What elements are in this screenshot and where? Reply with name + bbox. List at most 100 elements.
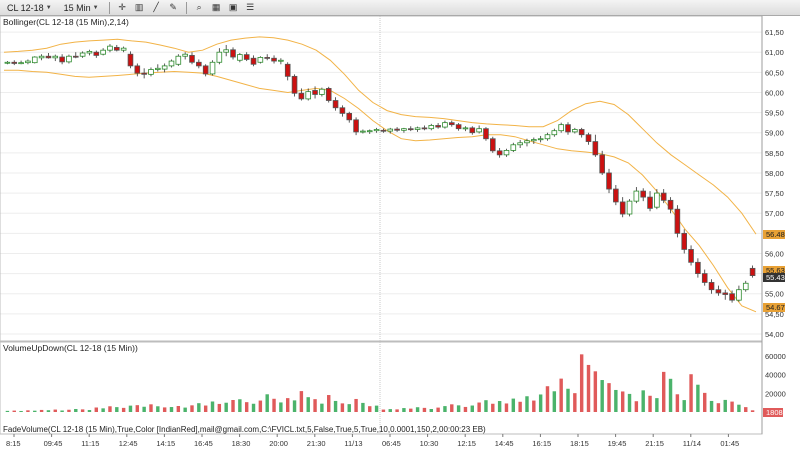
- bar-chart-icon[interactable]: ▥: [134, 2, 144, 12]
- volume-bar: [169, 407, 174, 412]
- interval-selector[interactable]: 15 Min ▼: [60, 1, 103, 14]
- candlesticks: [4, 44, 756, 303]
- volume-bar: [333, 400, 338, 412]
- volume-bar: [67, 409, 71, 412]
- time-tick-label: 16:45: [194, 439, 213, 448]
- price-tick-label: 59,00: [765, 129, 784, 138]
- candle: [448, 120, 455, 127]
- fill-chart-icon[interactable]: ▣: [228, 2, 238, 12]
- candle: [168, 59, 175, 68]
- svg-text:1808: 1808: [766, 408, 783, 417]
- chart-toolbar: CL 12-18 ▼ 15 Min ▼ ✛ ▥ ╱ ✎ ⌕ ▦ ▣ ☰: [0, 0, 800, 16]
- candle: [93, 50, 100, 58]
- volume-bar: [299, 391, 304, 412]
- price-tick-label: 58,50: [765, 149, 784, 158]
- price-tick-label: 54,00: [765, 330, 784, 339]
- volume-bar: [374, 405, 379, 412]
- candle: [640, 188, 646, 202]
- volume-bar: [607, 383, 611, 412]
- volume-bar: [682, 400, 686, 412]
- volume-bar: [292, 400, 297, 412]
- candle: [114, 44, 120, 52]
- candle: [11, 60, 18, 66]
- volume-bar: [74, 409, 78, 412]
- candle: [45, 53, 52, 59]
- svg-text:56.48: 56.48: [766, 230, 785, 239]
- zoom-icon[interactable]: ⌕: [196, 2, 202, 12]
- candle: [18, 60, 24, 65]
- candle: [332, 97, 339, 111]
- candle: [264, 54, 270, 61]
- candle: [708, 279, 715, 294]
- candle: [223, 44, 229, 57]
- candle: [72, 52, 79, 59]
- volume-bar: [409, 408, 413, 412]
- candle: [701, 269, 708, 286]
- candle: [401, 127, 407, 133]
- price-tick-label: 58,00: [765, 169, 784, 178]
- volume-bar: [750, 410, 755, 412]
- candle: [366, 129, 373, 134]
- time-tick-label: 10:30: [420, 439, 439, 448]
- properties-icon[interactable]: ▦: [211, 2, 221, 12]
- candle: [52, 54, 59, 62]
- price-tick-label: 55,00: [765, 290, 784, 299]
- time-tick-label: 14:45: [495, 439, 514, 448]
- volume-bar: [532, 400, 536, 412]
- price-tick-label: 61,00: [765, 48, 784, 57]
- svg-text:55.43: 55.43: [766, 273, 785, 282]
- volume-bar: [272, 398, 276, 412]
- time-tick-label: 11/14: [683, 439, 701, 448]
- volume-bar: [381, 409, 386, 412]
- volume-bar: [224, 402, 228, 412]
- candle: [271, 55, 277, 64]
- candle: [127, 51, 134, 69]
- volume-bar: [320, 403, 324, 412]
- candle: [578, 127, 585, 138]
- volume-bar: [552, 391, 557, 412]
- crosshair-icon[interactable]: ✛: [118, 2, 126, 12]
- volume-bars: [5, 354, 755, 412]
- volume-bar: [128, 405, 133, 412]
- volume-bar: [579, 354, 584, 412]
- candle: [674, 205, 681, 238]
- candle: [455, 123, 462, 131]
- time-tick-label: 16:15: [532, 439, 551, 448]
- volume-bar: [313, 399, 317, 412]
- volume-bar: [26, 410, 30, 412]
- time-tick-label: 09:45: [44, 439, 63, 448]
- volume-bar: [327, 395, 331, 412]
- candle: [490, 136, 496, 153]
- candle: [531, 137, 537, 144]
- list-icon[interactable]: ☰: [246, 2, 255, 12]
- candle: [339, 105, 346, 117]
- volume-bar: [525, 396, 529, 412]
- volume-bar: [443, 406, 447, 412]
- instrument-selector[interactable]: CL 12-18 ▼: [3, 1, 56, 14]
- candle: [66, 54, 72, 64]
- candle: [551, 128, 558, 137]
- volume-bar: [566, 388, 570, 412]
- volume-bar: [80, 409, 85, 412]
- pencil-icon[interactable]: ✎: [169, 2, 177, 12]
- volume-bar: [231, 400, 235, 412]
- candle: [585, 132, 592, 145]
- candle: [278, 58, 284, 65]
- drawing-tool-icon[interactable]: ╱: [153, 2, 159, 12]
- candle: [633, 187, 640, 204]
- time-tick-label: 19:45: [608, 439, 627, 448]
- volume-bar: [354, 398, 358, 412]
- candle: [209, 60, 216, 76]
- candle: [25, 59, 31, 65]
- candle: [312, 86, 318, 99]
- time-tick-label: 21:30: [307, 439, 326, 448]
- volume-bar: [415, 407, 420, 412]
- price-tick-label: 54,50: [765, 310, 784, 319]
- candle: [59, 54, 65, 65]
- chart-canvas[interactable]: Bollinger(CL 12-18 (15 Min),2,14) Volume…: [0, 16, 800, 459]
- time-tick-label: 8:15: [6, 439, 21, 448]
- candle: [230, 47, 236, 60]
- volume-bar: [545, 386, 550, 412]
- price-tick-label: 61,50: [765, 28, 784, 37]
- volume-bar: [429, 409, 433, 412]
